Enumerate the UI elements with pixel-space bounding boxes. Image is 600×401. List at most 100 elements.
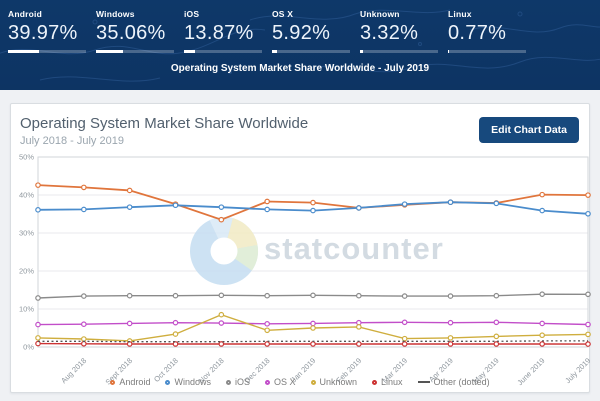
legend-ring-marker [165,379,171,385]
data-point [81,336,87,342]
stat-os-x: OS X 5.92% [272,9,356,53]
legend-item-android[interactable]: Android [110,377,150,387]
data-point [356,205,362,211]
legend-item-linux[interactable]: Linux [372,377,403,387]
stat-progress-track [272,50,350,53]
legend-item-windows[interactable]: Windows [165,377,211,387]
data-point [126,187,133,194]
data-point [218,341,225,347]
chart-subtitle: July 2018 - July 2019 [20,135,124,147]
data-point [585,192,591,198]
stat-ios: iOS 13.87% [184,9,268,53]
series-line-other-dotted- [38,340,588,343]
watermark-logo-hole [210,237,238,265]
chart-card: Operating System Market Share Worldwide … [10,103,592,393]
data-point [447,341,454,347]
data-point [126,292,133,299]
data-point [539,291,545,297]
legend-label: iOS [234,377,250,387]
data-point [126,320,133,327]
y-axis-label: 40% [19,191,34,200]
data-point [310,320,316,327]
stat-linux: Linux 0.77% [448,9,532,53]
data-point [401,293,408,299]
line-chart: 50% 40% 30% 20% 10% 0% statcounter Aug 2018 Sept… [11,152,592,388]
stat-progress-fill [96,50,124,53]
data-point [218,320,225,326]
data-point [539,191,545,198]
data-point [264,321,270,327]
legend-ring-marker [264,379,270,385]
plot-border [37,156,589,348]
data-point [264,292,270,299]
statcounter-watermark: statcounter [190,217,443,285]
data-point [585,321,591,328]
data-point [447,199,454,206]
data-point [310,325,316,331]
data-point [401,319,408,326]
data-point [585,291,591,298]
data-point [172,292,179,299]
stat-label: Windows [96,9,135,19]
data-point [493,292,500,299]
header-bar: Android 39.97% Windows 35.06% iOS 13.87% OS X 5… [0,0,600,90]
data-point [126,204,133,210]
legend-item-other-dotted-[interactable]: Other (dotted) [417,377,490,387]
watermark-logo-slice [209,217,233,251]
stat-value: 39.97% [8,22,78,44]
legend-item-ios[interactable]: iOS [225,377,250,387]
data-point [172,202,179,209]
data-point [218,204,225,210]
data-point [539,320,545,327]
stat-label: Linux [448,9,472,19]
data-point [172,341,179,347]
stat-value: 35.06% [96,22,166,44]
data-point [264,206,270,213]
y-axis-label: 50% [19,153,34,162]
stat-progress-fill [184,50,195,53]
legend-item-os-x[interactable]: OS X [264,377,296,387]
data-point [585,210,591,217]
data-point [35,207,41,213]
stat-progress-fill [448,50,449,53]
data-point [447,335,454,341]
data-point [35,295,41,301]
data-point [539,332,545,339]
data-point [81,184,87,191]
stat-value: 0.77% [448,22,507,44]
data-point [81,340,87,347]
stat-progress-track [448,50,526,53]
stat-progress-fill [360,50,363,53]
stat-value: 13.87% [184,22,254,44]
data-point [447,319,454,326]
data-point [356,341,362,347]
data-point [35,335,41,341]
data-point [447,293,454,299]
data-point [493,333,500,340]
legend-ring-marker [372,379,378,385]
data-point [493,319,500,326]
stat-value: 3.32% [360,22,419,44]
legend-label: Unknown [319,377,358,387]
header-caption: Operating System Market Share Worldwide … [170,63,430,74]
legend-label: Windows [174,377,211,387]
stat-progress-track [184,50,262,53]
stat-progress-fill [272,50,277,53]
data-point [539,341,545,347]
legend-ring-marker [110,379,116,385]
edit-chart-data-button[interactable]: Edit Chart Data [479,117,579,143]
stat-progress-fill [8,50,40,53]
data-point [264,341,270,347]
data-point [81,206,87,213]
data-point [35,182,41,188]
legend-label: Other (dotted) [433,377,490,387]
stat-android: Android 39.97% [8,9,92,53]
data-point [81,321,87,328]
legend-item-unknown[interactable]: Unknown [310,377,358,387]
legend-label: OS X [273,377,296,387]
y-axis-label: 0% [23,343,34,352]
y-axis-label: 30% [19,229,34,238]
data-point [585,331,591,338]
chart-legend: Android Windows iOS OS X Unknown Linux Other (… [11,377,589,387]
stat-progress-track [96,50,174,53]
